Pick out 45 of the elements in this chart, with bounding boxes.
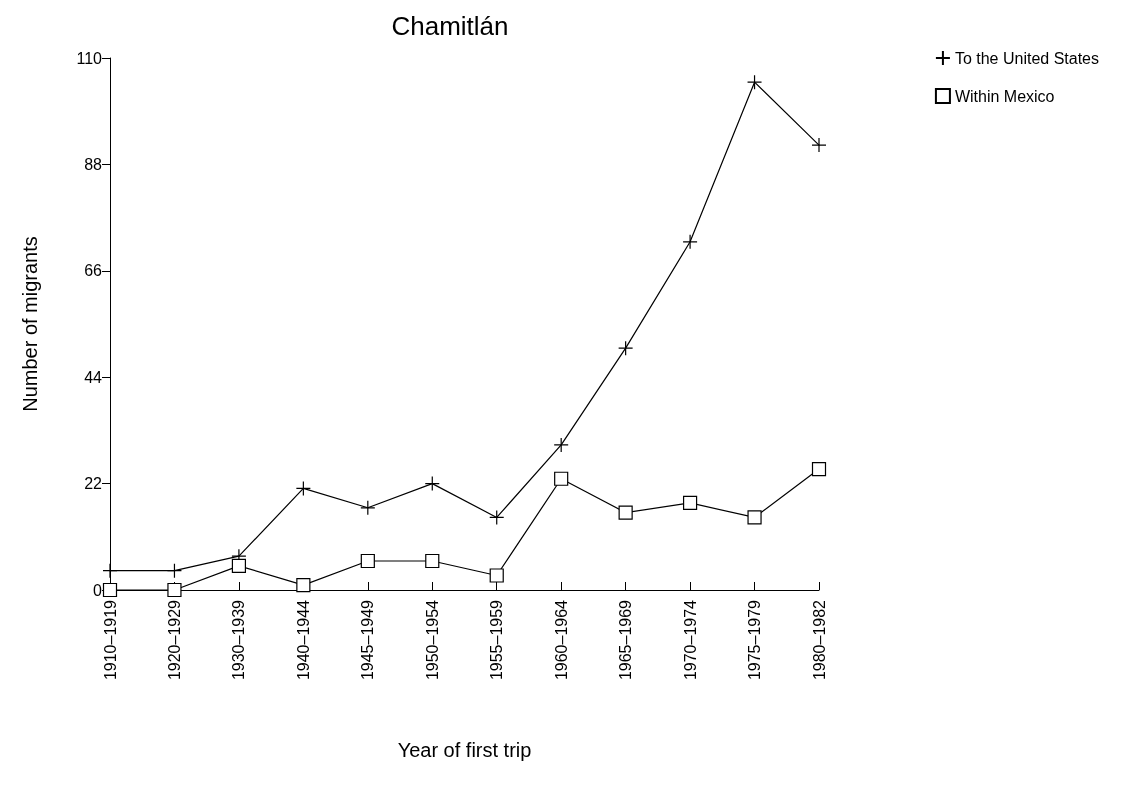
y-tick-label: 88 [84,155,103,173]
point [618,505,633,520]
x-tick-label: 1965–1969 [617,599,635,681]
x-tick-label: 1910–1919 [101,599,119,681]
y-tick-label: 22 [84,475,103,493]
point [682,234,698,250]
legend-label: Within Mexico [954,87,1055,105]
legend-label: To the United States [954,49,1100,67]
point [747,510,762,525]
point [425,553,440,569]
point [166,563,183,579]
point [553,437,569,453]
point [296,578,311,593]
y-axis-title: Number of migrants [19,236,41,412]
y-tick-label: 44 [84,368,103,386]
x-tick-label: 1930–1939 [230,599,248,681]
x-tick-label: 1955–1959 [488,599,506,681]
point [102,582,118,598]
y-tick-label: 66 [84,262,103,280]
point [231,558,247,573]
point [295,480,311,497]
x-tick-label: 1920–1929 [165,599,183,681]
point [360,553,375,569]
x-tick-label: 1950–1954 [423,599,441,681]
y-tick-label: 110 [76,49,103,67]
y-tick-label: 0 [93,581,103,599]
point [682,495,698,511]
x-tick-label: 1945–1949 [359,599,377,681]
point [554,471,569,486]
x-tick-label: 1960–1964 [552,599,570,681]
chart-title: Chamitlán [391,11,509,41]
point [424,476,440,492]
x-tick-label: 1975–1979 [746,599,764,681]
x-tick-label: 1940–1944 [294,599,312,681]
point [360,500,376,516]
point [489,568,504,583]
x-tick-label: 1970–1974 [681,599,699,681]
x-axis-title: Year of first trip [397,739,532,761]
point [811,137,827,153]
point [746,74,763,90]
point [811,461,827,477]
point [167,582,182,598]
point [489,509,505,526]
x-tick-label: 1980–1982 [810,599,828,681]
point [618,340,634,356]
